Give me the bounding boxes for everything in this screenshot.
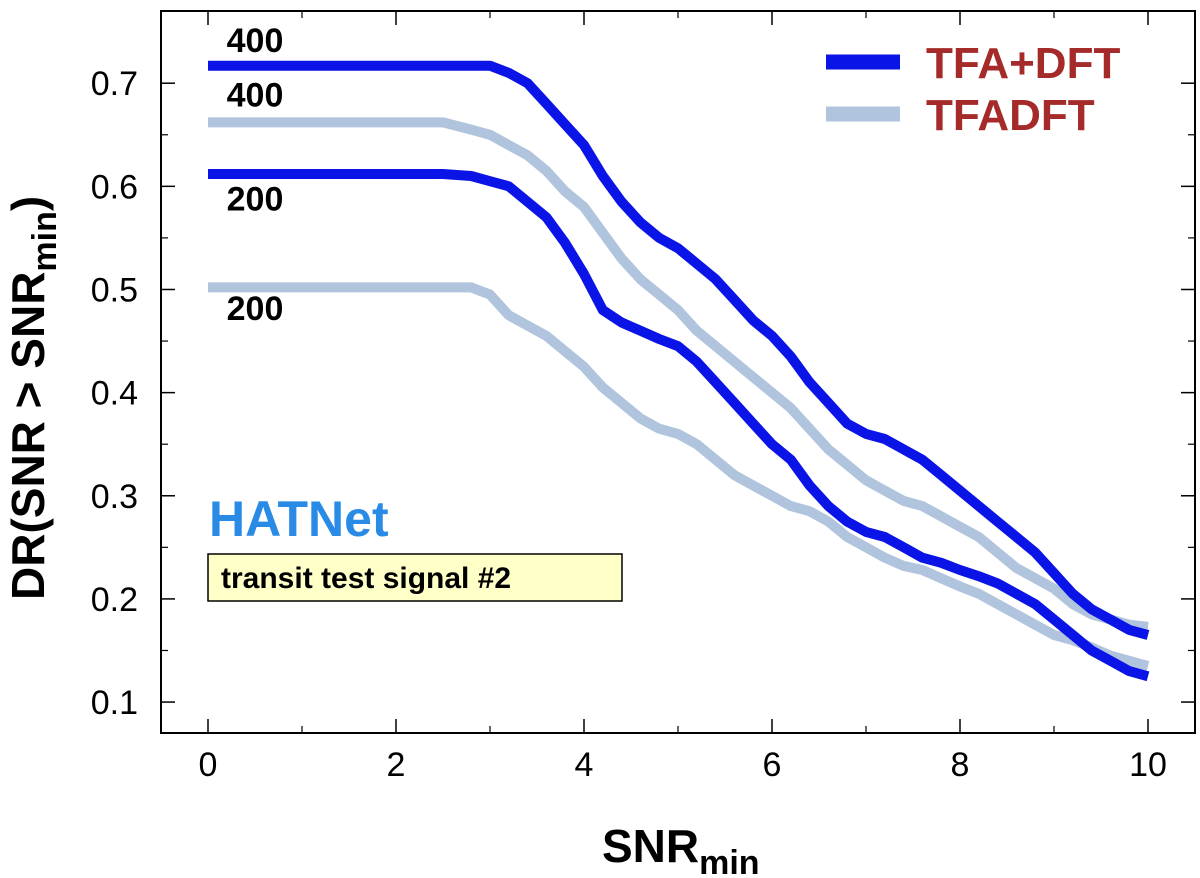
x-axis-title-subscript: min (699, 844, 759, 878)
curve-labels-group: 400 400 200 200 (227, 22, 284, 328)
y-axis-title-subscript: min (26, 211, 64, 271)
plot-frame-group: 0 2 4 6 8 10 0.1 0.2 0.3 0.4 0.5 0.6 0.7 (91, 10, 1196, 784)
series-group (208, 60, 1150, 682)
survey-label: HATNet (209, 491, 389, 547)
signal-box-label: transit test signal #2 (221, 562, 511, 595)
legend-label-tfadft: TFADFT (926, 91, 1095, 140)
x-tick-label: 8 (951, 746, 970, 784)
y-axis-title-close: ) (2, 196, 54, 211)
curve-label-400: 400 (227, 22, 284, 60)
x-axis-title: SNRmin (602, 820, 760, 878)
series-line-tfadft-200 (208, 282, 1150, 671)
series-line-tfa-dft-400 (208, 60, 1150, 640)
x-tick-label: 2 (387, 746, 406, 784)
curve-label-400: 400 (227, 77, 284, 115)
series-line-tfa-dft-200 (208, 169, 1150, 682)
y-tick-label: 0.4 (91, 375, 138, 413)
y-tick-label: 0.6 (91, 168, 138, 206)
y-tick-label: 0.1 (91, 684, 138, 722)
x-tick-label: 4 (575, 746, 594, 784)
x-tick-label: 6 (763, 746, 782, 784)
signal-annotation-box: transit test signal #2 (207, 553, 623, 602)
x-tick-label: 0 (199, 746, 218, 784)
y-tick-label: 0.2 (91, 581, 138, 619)
y-tick-label: 0.3 (91, 478, 138, 516)
legend: TFA+DFT TFADFT (826, 39, 1120, 140)
signal-box-background (207, 553, 623, 602)
x-tick-label: 10 (1129, 746, 1167, 784)
legend-label-tfa-dft: TFA+DFT (926, 39, 1120, 88)
y-axis-title-main: DR(SNR > SNR (2, 272, 54, 600)
x-axis-title-main: SNR (602, 820, 699, 872)
series-line-tfadft-400 (208, 117, 1149, 632)
curve-label-200: 200 (227, 181, 284, 219)
y-tick-label: 0.5 (91, 271, 138, 309)
curve-label-200: 200 (227, 290, 284, 328)
y-tick-label: 0.7 (91, 65, 138, 103)
y-axis-title: DR(SNR > SNRmin) (2, 196, 64, 600)
